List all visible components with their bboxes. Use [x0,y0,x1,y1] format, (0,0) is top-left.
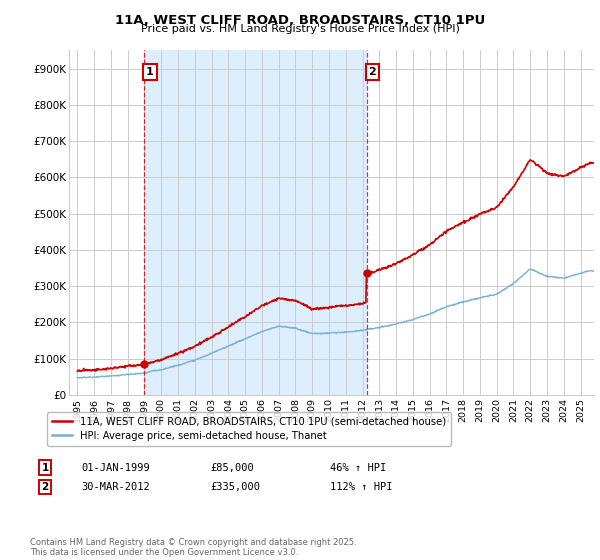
Text: 11A, WEST CLIFF ROAD, BROADSTAIRS, CT10 1PU: 11A, WEST CLIFF ROAD, BROADSTAIRS, CT10 … [115,14,485,27]
Text: 46% ↑ HPI: 46% ↑ HPI [330,463,386,473]
Text: 1: 1 [41,463,49,473]
Bar [145,50,367,395]
Text: 01-JAN-1999: 01-JAN-1999 [81,463,150,473]
Text: Price paid vs. HM Land Registry's House Price Index (HPI): Price paid vs. HM Land Registry's House … [140,24,460,34]
Text: 2: 2 [41,482,49,492]
Text: £335,000: £335,000 [210,482,260,492]
Text: 112% ↑ HPI: 112% ↑ HPI [330,482,392,492]
Text: £85,000: £85,000 [210,463,254,473]
Legend: 11A, WEST CLIFF ROAD, BROADSTAIRS, CT10 1PU (semi-detached house), HPI: Average : 11A, WEST CLIFF ROAD, BROADSTAIRS, CT10 … [47,412,451,446]
Text: 30-MAR-2012: 30-MAR-2012 [81,482,150,492]
Text: Contains HM Land Registry data © Crown copyright and database right 2025.
This d: Contains HM Land Registry data © Crown c… [30,538,356,557]
Text: 2: 2 [368,67,376,77]
Text: 1: 1 [146,67,154,77]
